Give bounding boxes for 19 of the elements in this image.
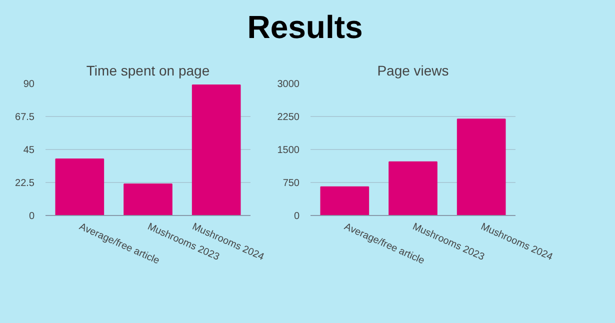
- chart-title: Page views: [377, 62, 449, 78]
- y-tick-label: 3000: [277, 79, 300, 90]
- chart-title: Time spent on page: [86, 62, 210, 78]
- y-tick-label: 67.5: [15, 112, 35, 123]
- bar: [456, 118, 506, 216]
- y-tick-label: 90: [23, 79, 35, 90]
- y-tick-label: 0: [28, 211, 35, 222]
- y-tick-label: 750: [282, 178, 300, 189]
- y-tick-label: 1500: [277, 145, 300, 156]
- y-tick-label: 22.5: [15, 178, 35, 189]
- bar: [124, 183, 172, 216]
- y-tick-label: 0: [294, 211, 300, 222]
- bar: [192, 84, 241, 216]
- bar: [320, 186, 370, 216]
- bar: [388, 161, 438, 216]
- text: Results: [247, 8, 363, 47]
- y-tick-label: 2250: [277, 112, 300, 123]
- bar: [55, 158, 104, 216]
- y-tick-label: 45: [23, 145, 35, 156]
